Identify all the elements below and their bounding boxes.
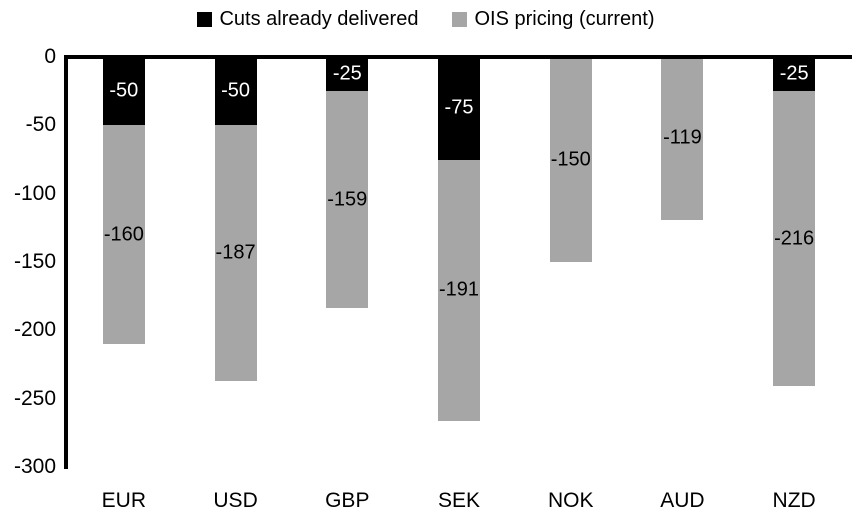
x-axis-label: NOK: [547, 489, 594, 512]
x-axis-line: [64, 55, 852, 59]
bar-segment: [326, 57, 369, 92]
segment-value-label: -119: [663, 126, 702, 149]
bar-segment: [326, 91, 369, 309]
segment-value-label: -25: [779, 62, 809, 85]
segment-value-label: -50: [221, 79, 251, 102]
bar-segment: [549, 57, 592, 262]
segment-value-label: -25: [332, 62, 362, 85]
legend: Cuts already delivered OIS pricing (curr…: [0, 8, 852, 31]
bar-segment: [214, 125, 257, 381]
y-axis-tick-label: -250: [13, 386, 56, 410]
bar-segment: [438, 159, 480, 421]
segment-value-label: -191: [438, 278, 480, 301]
y-axis-tick-label: -150: [13, 250, 56, 273]
x-axis-label: NZD: [772, 489, 816, 512]
segment-value-label: -187: [215, 241, 256, 264]
x-axis-label: EUR: [101, 489, 147, 512]
segment-value-label: -159: [327, 188, 368, 211]
segment-value-label: -150: [550, 148, 591, 170]
y-axis-tick-label: -100: [13, 181, 56, 205]
legend-swatch-ois-pricing-icon: [452, 12, 468, 27]
bar-segment: [102, 125, 145, 344]
segment-value-label: -160: [103, 223, 144, 246]
x-axis-label: SEK: [437, 489, 481, 512]
x-axis-label: GBP: [325, 489, 370, 512]
legend-item-ois-pricing: OIS pricing (current): [452, 8, 655, 31]
y-axis-tick-label: 0: [44, 45, 56, 68]
bar-segment: [438, 57, 480, 160]
x-axis-label: USD: [213, 489, 258, 512]
segment-value-label: -216: [774, 227, 815, 250]
legend-label-cuts-delivered: Cuts already delivered: [219, 8, 419, 30]
bar-segment: [661, 57, 704, 220]
segment-value-label: -50: [109, 79, 139, 102]
y-axis-tick-label: -200: [13, 318, 56, 342]
bar-segment: [102, 57, 145, 126]
legend-swatch-cuts-delivered-icon: [197, 12, 213, 27]
y-axis-tick-label: -300: [13, 455, 56, 478]
bar-segment: [773, 91, 816, 387]
y-axis-line: [64, 55, 68, 469]
x-axis-label: AUD: [660, 489, 705, 512]
segment-value-label: -75: [444, 96, 474, 119]
bar-segment: [214, 57, 257, 126]
bar-segment: [773, 57, 816, 92]
y-axis-tick-label: -50: [25, 113, 56, 137]
legend-label-ois-pricing: OIS pricing (current): [474, 8, 655, 30]
legend-item-cuts-delivered: Cuts already delivered: [197, 8, 418, 31]
